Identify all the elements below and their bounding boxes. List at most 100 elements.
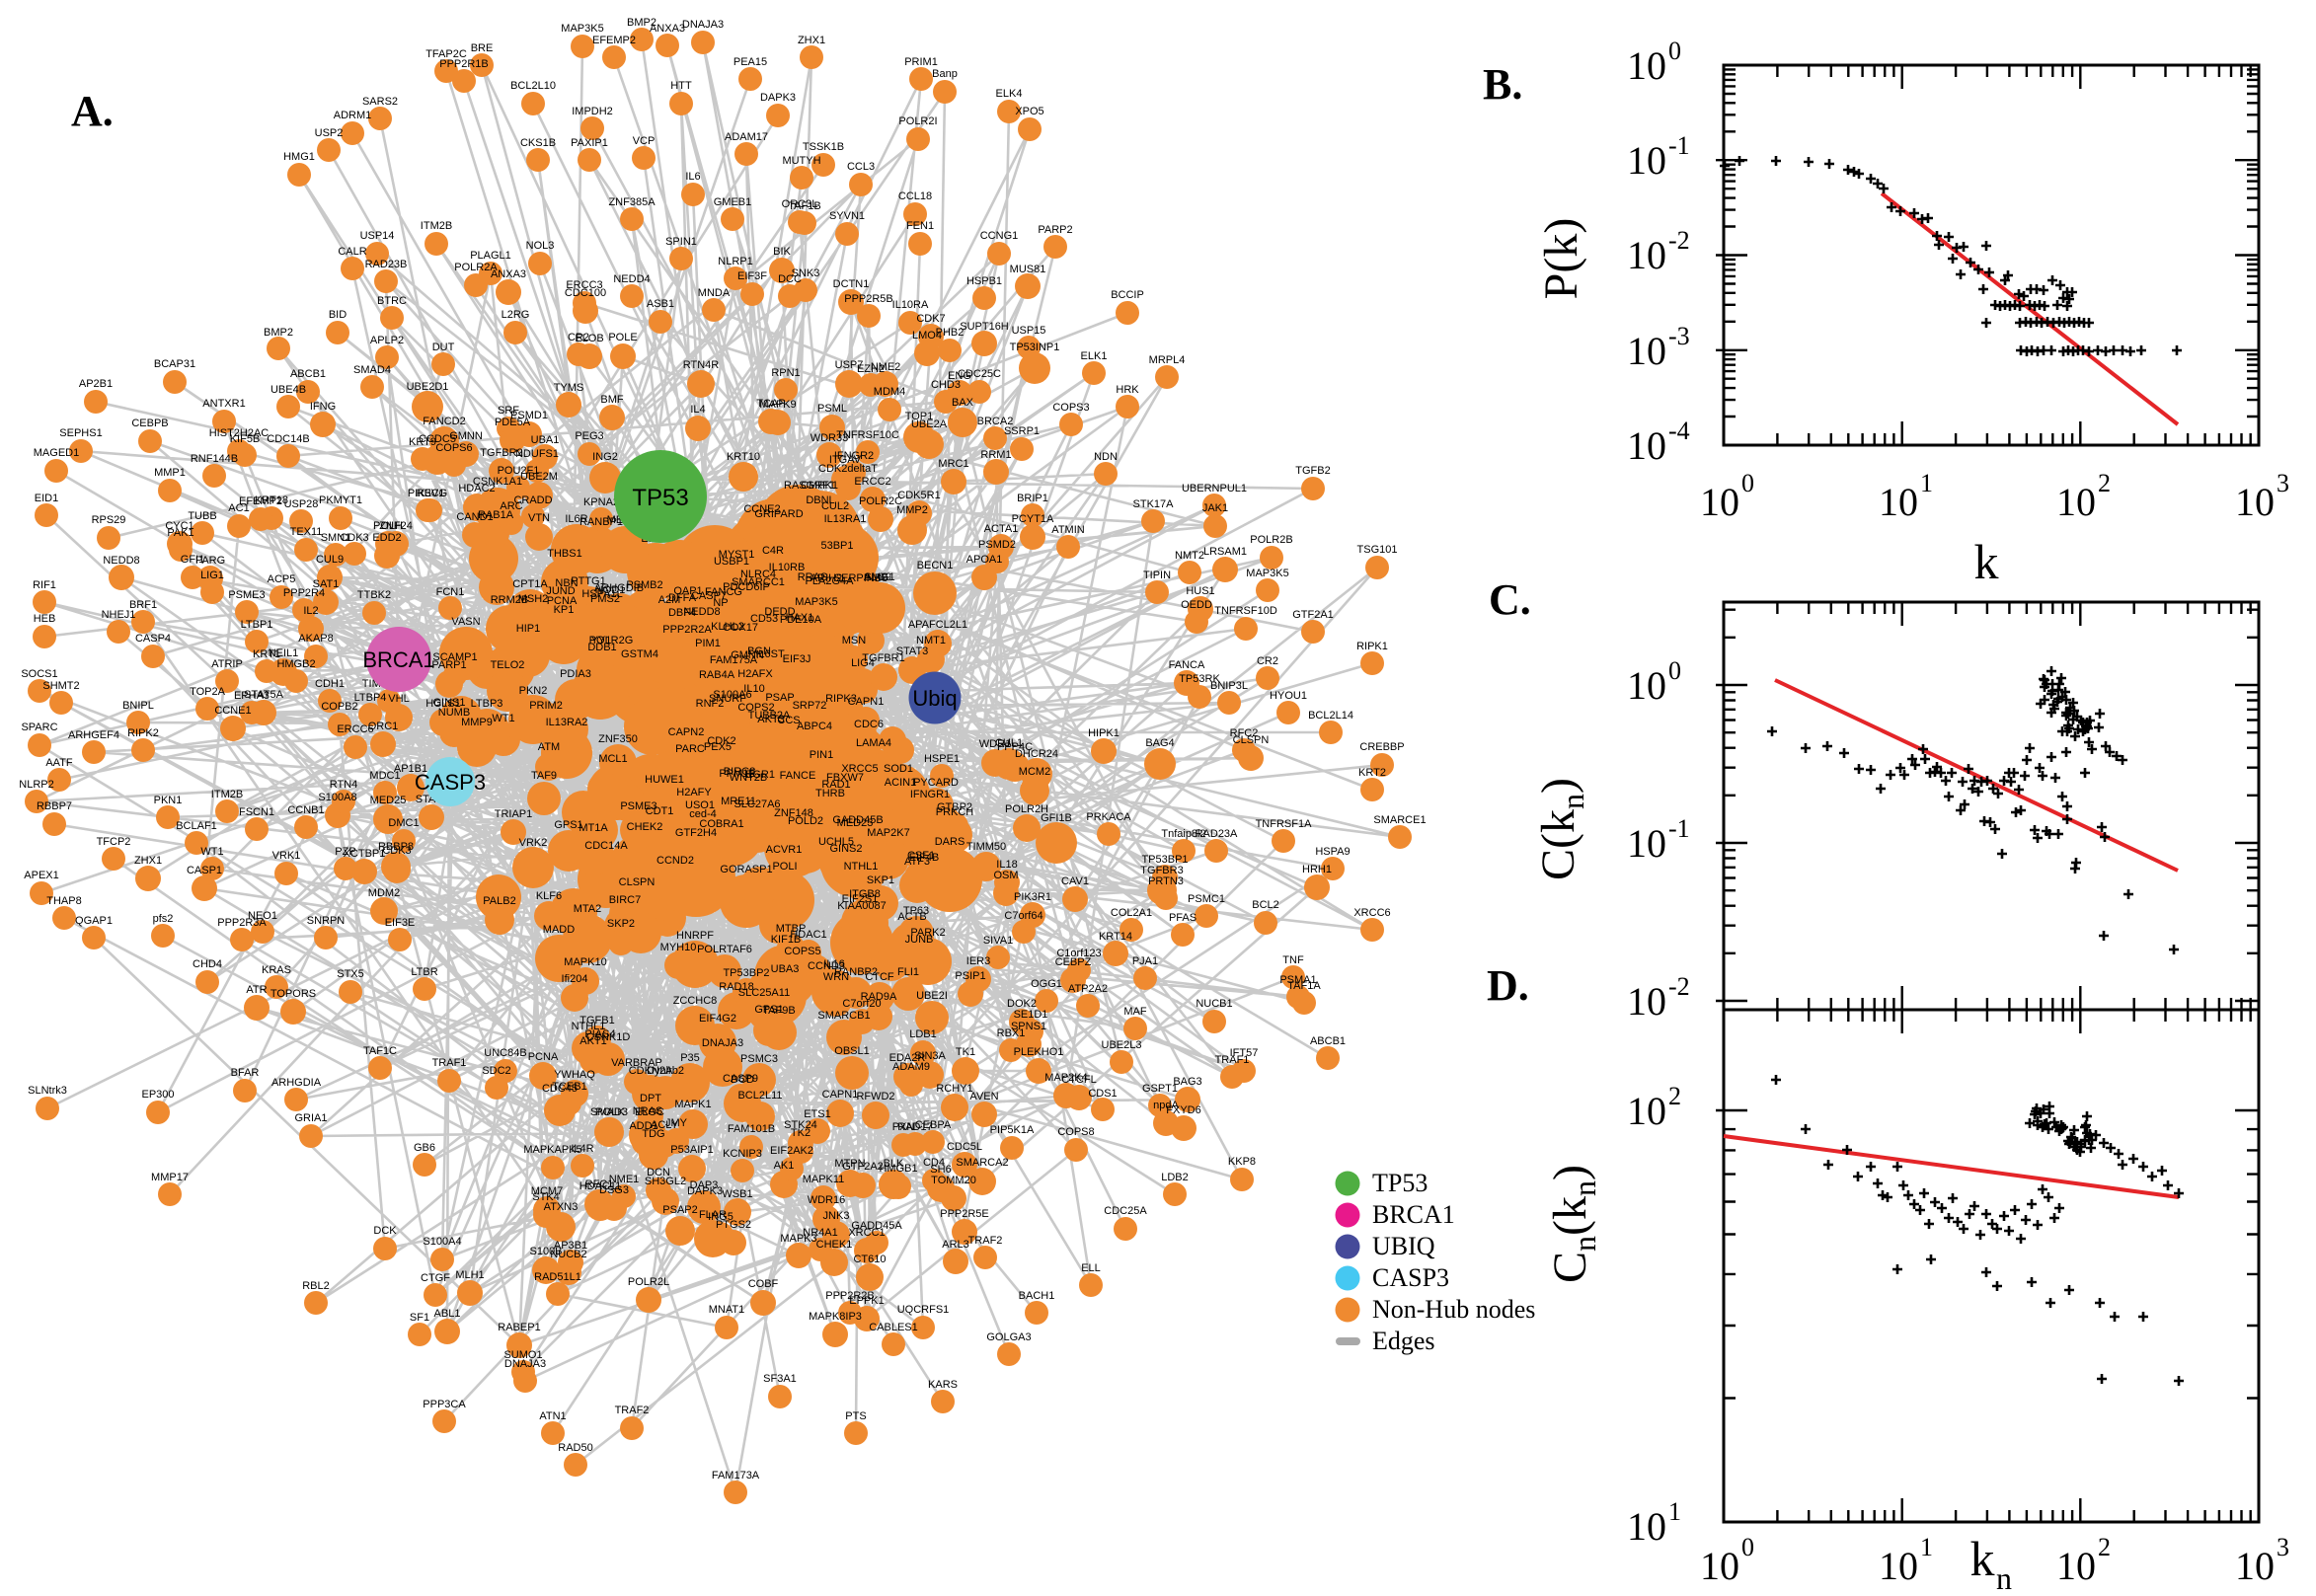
svg-text:TP53RK: TP53RK bbox=[1179, 673, 1220, 685]
svg-text:MMP17: MMP17 bbox=[151, 1172, 189, 1183]
svg-text:USP7: USP7 bbox=[835, 359, 864, 371]
svg-text:HNRPF: HNRPF bbox=[676, 930, 714, 942]
svg-text:CCND2: CCND2 bbox=[656, 855, 694, 867]
svg-text:RIPK1: RIPK1 bbox=[1356, 641, 1388, 652]
svg-text:S100A8: S100A8 bbox=[318, 792, 356, 803]
svg-text:SNRPN: SNRPN bbox=[307, 915, 346, 927]
svg-text:CTCF: CTCF bbox=[865, 971, 894, 983]
svg-text:SLC25A11: SLC25A11 bbox=[738, 987, 790, 999]
svg-text:CDC5L: CDC5L bbox=[947, 1141, 982, 1153]
svg-text:PSMD1: PSMD1 bbox=[510, 410, 548, 421]
svg-text:TIPIN: TIPIN bbox=[1143, 570, 1171, 581]
svg-text:HDAC2: HDAC2 bbox=[458, 483, 495, 494]
svg-text:ERCC2: ERCC2 bbox=[854, 476, 890, 488]
svg-text:BTRC: BTRC bbox=[377, 295, 407, 307]
svg-text:NOL3: NOL3 bbox=[526, 240, 555, 252]
svg-text:TRAF1: TRAF1 bbox=[432, 1057, 467, 1069]
svg-text:NRAS: NRAS bbox=[633, 1105, 663, 1117]
svg-text:IL2: IL2 bbox=[303, 605, 318, 617]
svg-text:10: 10 bbox=[1627, 1504, 1666, 1549]
svg-text:NUCB1: NUCB1 bbox=[1196, 998, 1232, 1010]
svg-text:HEB: HEB bbox=[34, 613, 56, 625]
svg-text:PEX5: PEX5 bbox=[704, 741, 732, 753]
svg-text:PSAP2: PSAP2 bbox=[662, 1204, 697, 1216]
svg-text:PTGS2: PTGS2 bbox=[716, 1219, 751, 1231]
svg-text:CDK5R1: CDK5R1 bbox=[897, 490, 940, 501]
svg-text:IL10: IL10 bbox=[743, 683, 764, 695]
svg-text:ITGB8: ITGB8 bbox=[849, 888, 881, 900]
svg-text:TFAP2C: TFAP2C bbox=[425, 48, 467, 60]
svg-text:TGFB2: TGFB2 bbox=[1295, 465, 1330, 477]
svg-text:CREBBP: CREBBP bbox=[1359, 741, 1404, 753]
svg-text:USP14: USP14 bbox=[360, 230, 395, 242]
svg-text:CDKN2A: CDKN2A bbox=[629, 1065, 673, 1077]
svg-text:MAP3K5: MAP3K5 bbox=[561, 23, 603, 35]
svg-text:0: 0 bbox=[1668, 656, 1681, 685]
svg-text:TUBB: TUBB bbox=[188, 510, 216, 522]
svg-text:CEBPB: CEBPB bbox=[131, 418, 168, 429]
svg-text:C4R: C4R bbox=[762, 545, 784, 557]
svg-text:HUWE1: HUWE1 bbox=[645, 774, 684, 786]
svg-text:OGG1: OGG1 bbox=[1031, 978, 1062, 990]
svg-text:SIVA1: SIVA1 bbox=[983, 935, 1013, 947]
svg-text:CLSPN: CLSPN bbox=[619, 876, 656, 888]
svg-text:DCC: DCC bbox=[778, 273, 802, 285]
svg-text:POLR2C: POLR2C bbox=[859, 495, 902, 507]
svg-text:TRAF1: TRAF1 bbox=[1215, 1054, 1250, 1066]
svg-text:A.: A. bbox=[71, 87, 114, 135]
svg-text:CLSPN: CLSPN bbox=[1233, 734, 1270, 746]
svg-text:CD4: CD4 bbox=[923, 1157, 945, 1169]
svg-text:CHEK2: CHEK2 bbox=[627, 821, 663, 833]
svg-text:RFC1: RFC1 bbox=[585, 1178, 614, 1190]
svg-text:IMPDH2: IMPDH2 bbox=[572, 106, 613, 117]
svg-text:WDR16: WDR16 bbox=[808, 1194, 846, 1206]
svg-text:MRE11: MRE11 bbox=[721, 796, 756, 807]
svg-text:LMO4: LMO4 bbox=[912, 330, 942, 342]
svg-text:TOMM20: TOMM20 bbox=[931, 1175, 976, 1186]
svg-text:VRK2: VRK2 bbox=[519, 837, 548, 849]
svg-text:WDR1: WDR1 bbox=[979, 738, 1011, 750]
svg-text:PARP2: PARP2 bbox=[1038, 224, 1072, 236]
svg-text:SKP2: SKP2 bbox=[607, 918, 635, 930]
svg-text:NDN: NDN bbox=[1094, 451, 1118, 463]
svg-text:GMNN: GMNN bbox=[731, 649, 764, 661]
svg-text:PIK3CG: PIK3CG bbox=[408, 488, 447, 499]
svg-text:GINS2: GINS2 bbox=[829, 843, 862, 855]
svg-text:TNF: TNF bbox=[1282, 954, 1304, 966]
svg-text:FEN1: FEN1 bbox=[906, 220, 934, 232]
svg-text:HSPA1L: HSPA1L bbox=[581, 588, 622, 600]
svg-text:SLC27A6: SLC27A6 bbox=[733, 798, 780, 810]
svg-text:GORASP1: GORASP1 bbox=[720, 864, 772, 875]
svg-text:ABCB1: ABCB1 bbox=[1310, 1035, 1346, 1047]
svg-text:10: 10 bbox=[1700, 1544, 1739, 1588]
svg-text:CDC14B: CDC14B bbox=[267, 433, 309, 445]
svg-text:RNF2: RNF2 bbox=[696, 698, 725, 710]
svg-text:PIAS4: PIAS4 bbox=[584, 1028, 615, 1040]
svg-text:CDK2deltaT: CDK2deltaT bbox=[818, 463, 878, 475]
svg-text:KIF1B: KIF1B bbox=[771, 934, 802, 946]
svg-text:C.: C. bbox=[1489, 575, 1531, 624]
svg-text:CHD3: CHD3 bbox=[931, 379, 961, 391]
svg-text:GPS1: GPS1 bbox=[554, 819, 582, 831]
svg-text:H2AFX: H2AFX bbox=[737, 668, 773, 680]
svg-text:EPHA3: EPHA3 bbox=[234, 690, 270, 702]
svg-text:NMT2: NMT2 bbox=[1175, 550, 1204, 562]
svg-text:TGFBR1: TGFBR1 bbox=[862, 652, 904, 664]
svg-text:MAPK3: MAPK3 bbox=[780, 1233, 816, 1245]
svg-text:CDH1: CDH1 bbox=[315, 678, 345, 690]
svg-text:ZHX1: ZHX1 bbox=[134, 855, 162, 867]
svg-text:IL6R: IL6R bbox=[565, 513, 587, 525]
svg-text:CDS1: CDS1 bbox=[1088, 1088, 1117, 1100]
svg-text:EIF3F: EIF3F bbox=[737, 270, 767, 282]
svg-text:ZCCHC8: ZCCHC8 bbox=[673, 995, 718, 1007]
svg-text:P35: P35 bbox=[680, 1052, 700, 1064]
svg-text:POU2F1: POU2F1 bbox=[498, 465, 540, 477]
svg-text:CR2: CR2 bbox=[568, 332, 589, 343]
svg-text:PPP2R5B: PPP2R5B bbox=[844, 293, 893, 305]
svg-text:10: 10 bbox=[1627, 138, 1666, 183]
svg-text:PCNA: PCNA bbox=[528, 1051, 559, 1063]
svg-text:HDAC11: HDAC11 bbox=[579, 1180, 622, 1192]
svg-text:CCS: CCS bbox=[777, 715, 800, 726]
svg-text:PCNA: PCNA bbox=[547, 595, 578, 607]
svg-text:TELO2: TELO2 bbox=[491, 659, 525, 671]
